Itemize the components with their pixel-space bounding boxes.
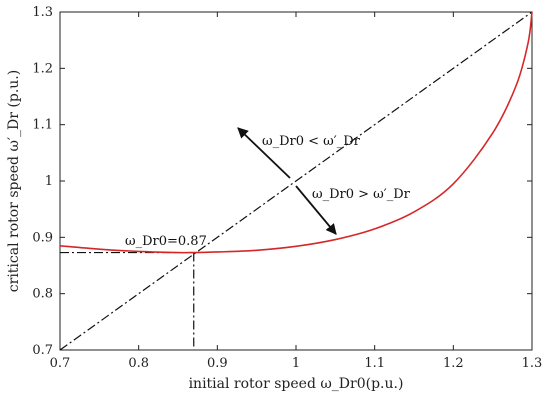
y-tick-label: 0.7 [32, 343, 53, 358]
y-tick-label: 1 [45, 174, 53, 189]
annotation-layer: ω_Dr0=0.87 ω_Dr0 < ω′_Dr ω_Dr0 > ω′_Dr [125, 127, 411, 249]
x-tick-label: 0.9 [207, 356, 228, 371]
x-tick-label: 1.2 [443, 356, 464, 371]
y-tick-label: 1.2 [32, 61, 53, 76]
y-tick-label: 0.9 [32, 230, 53, 245]
lower-region-label: ω_Dr0 > ω′_Dr [312, 187, 411, 202]
x-tick-label: 1.1 [364, 356, 385, 371]
x-tick-label: 0.7 [50, 356, 71, 371]
series-layer [59, 11, 533, 351]
point-label: ω_Dr0=0.87 [125, 234, 207, 249]
x-tick-label: 1.3 [522, 356, 543, 371]
x-axis-ticks: 0.7 0.8 0.9 1 1.1 1.2 1.3 [50, 12, 543, 371]
lower-arrow [295, 185, 337, 235]
y-tick-label: 0.8 [32, 287, 53, 302]
upper-region-label: ω_Dr0 < ω′_Dr [262, 134, 361, 149]
x-axis-label: initial rotor speed ω_Dr0(p.u.) [189, 376, 404, 392]
upper-arrow [237, 127, 291, 179]
y-axis-ticks: 0.7 0.8 0.9 1 1.1 1.2 1.3 [32, 5, 532, 358]
y-axis-label: critical rotor speed ω′_Dr (p.u.) [6, 70, 22, 292]
y-tick-label: 1.1 [32, 118, 53, 133]
critical-speed-curve [59, 11, 533, 254]
x-tick-label: 0.8 [128, 356, 149, 371]
y-tick-label: 1.3 [32, 5, 53, 20]
diagonal-line [59, 11, 533, 351]
x-tick-label: 1 [292, 356, 300, 371]
